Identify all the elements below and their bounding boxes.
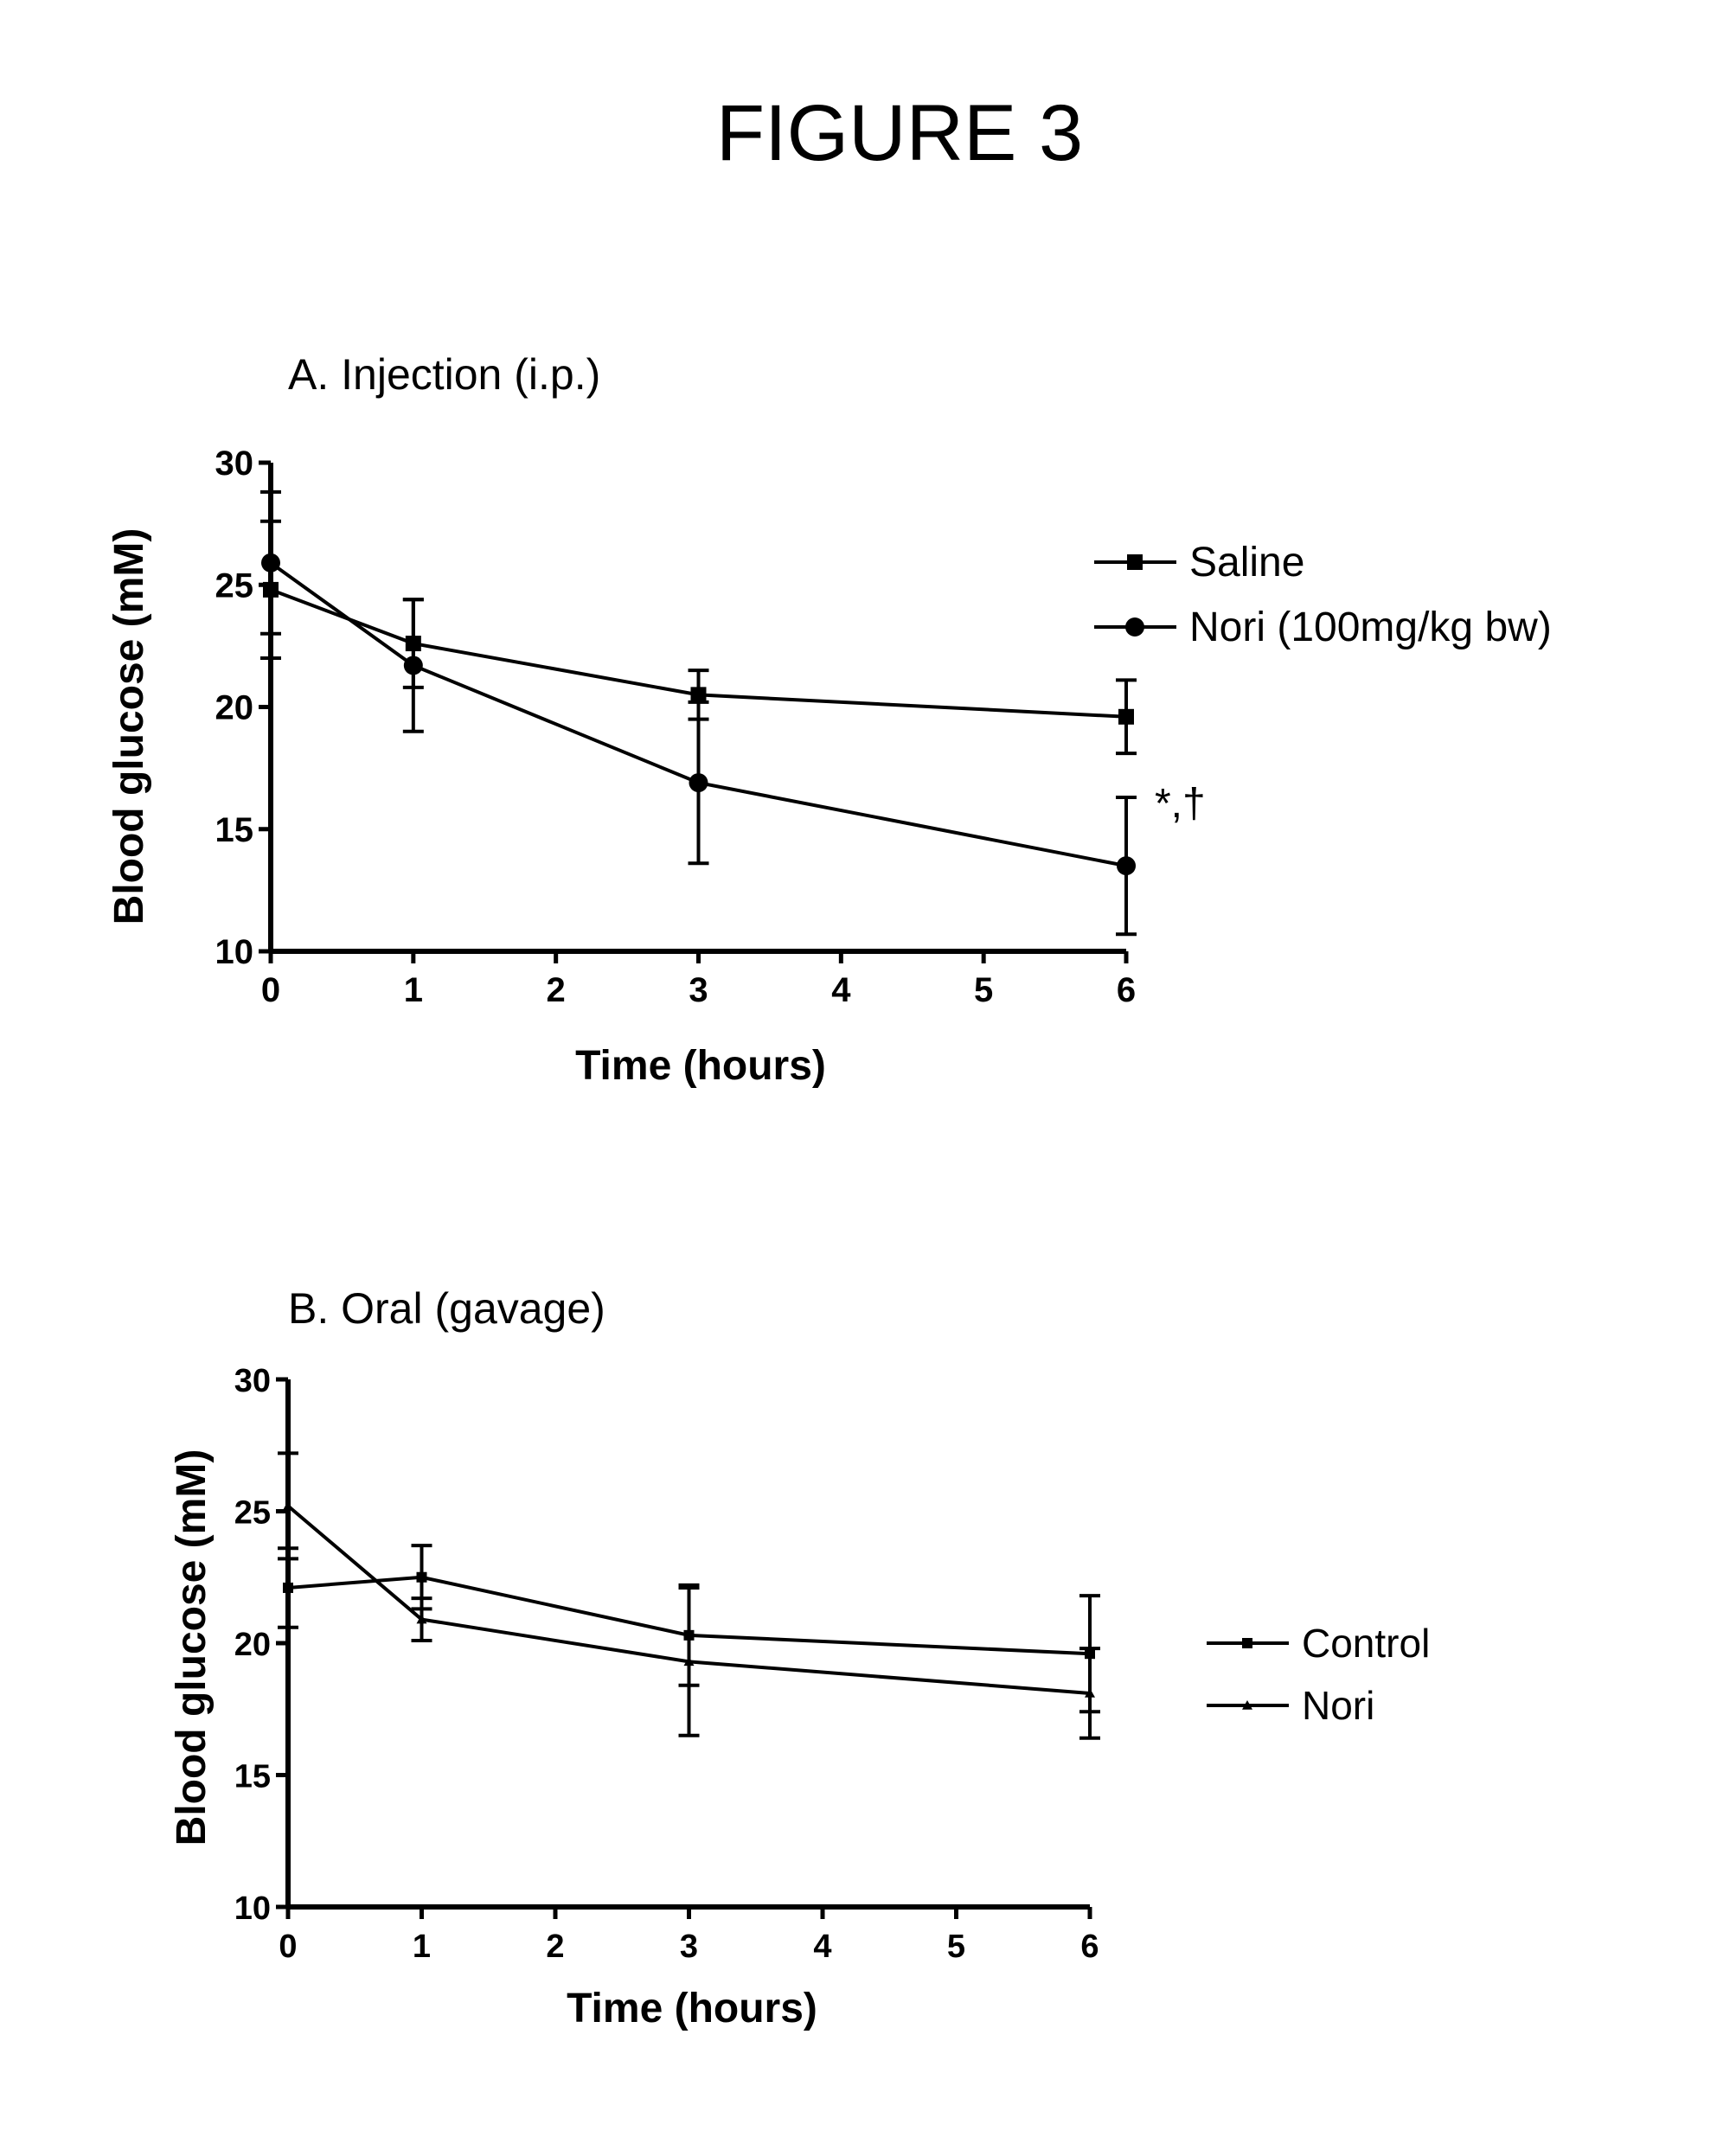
series-nori-point bbox=[404, 656, 423, 675]
y-tick-label: 30 bbox=[215, 445, 254, 483]
series-saline-point bbox=[1118, 709, 1134, 725]
y-tick-label: 15 bbox=[234, 1759, 271, 1795]
y-tick-label: 25 bbox=[215, 566, 254, 605]
x-tick-label: 1 bbox=[413, 1929, 431, 1965]
x-tick-label: 1 bbox=[404, 971, 423, 1009]
panel-b: B. Oral (gavage) Blood glucose (mM) Time… bbox=[169, 1284, 1430, 2031]
legend-saline-marker bbox=[1127, 554, 1143, 570]
series-nori-point bbox=[689, 773, 708, 792]
y-tick-label: 30 bbox=[234, 1363, 271, 1399]
x-tick-label: 6 bbox=[1117, 971, 1136, 1009]
x-tick-label: 3 bbox=[680, 1929, 698, 1965]
series-control-point bbox=[417, 1572, 427, 1583]
x-tick-label: 6 bbox=[1080, 1929, 1099, 1965]
series-saline-point bbox=[691, 687, 707, 702]
x-tick-label: 5 bbox=[974, 971, 993, 1009]
legend-nori-label: Nori bbox=[1302, 1683, 1374, 1728]
legend-control-marker bbox=[1242, 1638, 1252, 1648]
x-tick-label: 2 bbox=[546, 1929, 564, 1965]
x-tick-label: 2 bbox=[547, 971, 566, 1009]
y-tick-label: 20 bbox=[215, 689, 254, 727]
series-control-point bbox=[283, 1583, 293, 1593]
panel-b-x-axis-label: Time (hours) bbox=[567, 1986, 817, 2031]
panel-a-annotation: *,† bbox=[1155, 781, 1206, 827]
panel-a-title: A. Injection (i.p.) bbox=[288, 350, 600, 399]
legend-control-label: Control bbox=[1302, 1621, 1430, 1666]
x-tick-label: 5 bbox=[947, 1929, 965, 1965]
x-tick-label: 4 bbox=[813, 1929, 831, 1965]
y-tick-label: 20 bbox=[234, 1627, 271, 1663]
panel-b-y-axis-label: Blood glucose (mM) bbox=[169, 1449, 215, 1846]
figure-title: FIGURE 3 bbox=[716, 89, 1083, 177]
legend-nori-marker bbox=[1125, 617, 1144, 637]
series-nori-point bbox=[261, 553, 280, 573]
series-nori-point bbox=[283, 1500, 293, 1510]
x-tick-label: 3 bbox=[689, 971, 708, 1009]
panel-a-y-axis-label: Blood glucose (mM) bbox=[106, 528, 152, 925]
y-tick-label: 10 bbox=[215, 933, 254, 971]
legend-nori-label: Nori (100mg/kg bw) bbox=[1189, 605, 1552, 650]
series-nori-point bbox=[1117, 856, 1136, 875]
y-tick-label: 10 bbox=[234, 1890, 271, 1927]
panel-b-title: B. Oral (gavage) bbox=[288, 1284, 605, 1333]
y-tick-label: 25 bbox=[234, 1495, 271, 1532]
panel-a-x-axis-label: Time (hours) bbox=[575, 1043, 826, 1089]
x-tick-label: 4 bbox=[831, 971, 851, 1009]
y-tick-label: 15 bbox=[215, 811, 254, 849]
x-tick-label: 0 bbox=[279, 1929, 297, 1965]
x-tick-label: 0 bbox=[261, 971, 280, 1009]
panel-a: A. Injection (i.p.) Blood glucose (mM) T… bbox=[106, 350, 1552, 1089]
legend-saline-label: Saline bbox=[1189, 540, 1304, 585]
